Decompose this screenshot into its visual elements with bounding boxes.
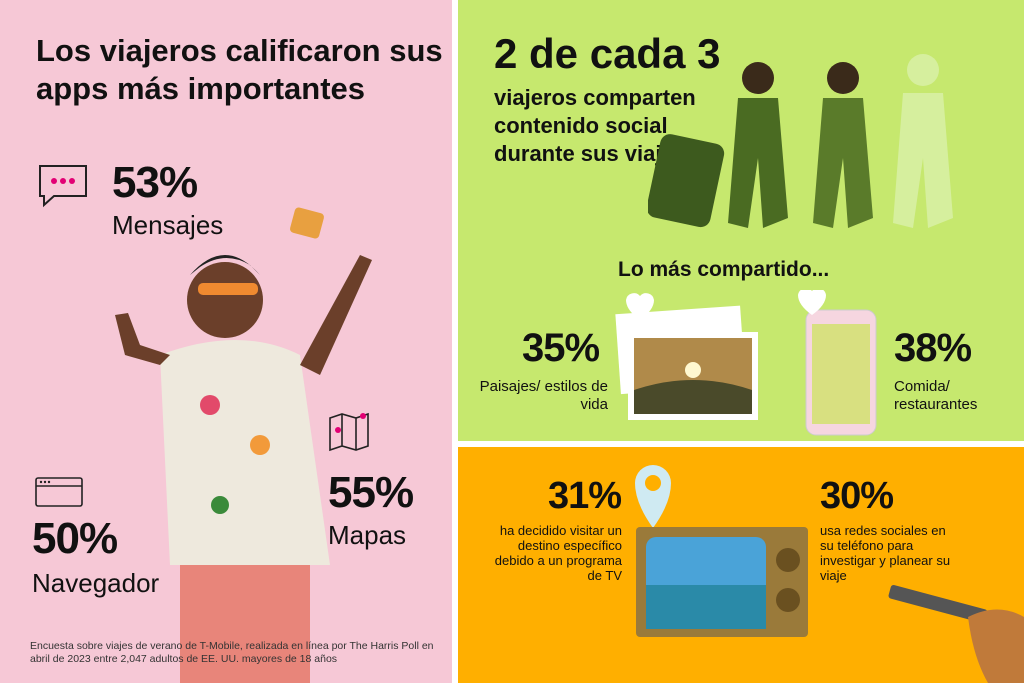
apps-title: Los viajeros calificaron sus apps más im…: [36, 33, 443, 106]
stat-mapas-value: 55%: [328, 468, 414, 517]
social-sharing-panel: 2 de cada 3 viajeros comparten contenido…: [458, 0, 1024, 441]
stat-navegador-label: Navegador: [32, 568, 160, 598]
stat-mapas-label: Mapas: [328, 520, 407, 550]
stat-tv-value: 31%: [548, 475, 622, 517]
stat-comida-label: Comida/ restaurantes: [894, 378, 978, 413]
stat-mensajes-label: Mensajes: [112, 210, 224, 240]
tv-illustration: [635, 465, 808, 637]
headline: 2 de cada 3: [494, 30, 721, 77]
message-bubble-icon: [39, 165, 87, 208]
stat-social-value: 30%: [820, 475, 894, 517]
traveler-selfie-photo: [115, 207, 372, 683]
section-heading: Lo más compartido...: [618, 258, 830, 281]
map-icon: [329, 412, 369, 452]
stat-comida-value: 38%: [894, 326, 972, 370]
survey-footnote: Encuesta sobre viajes de verano de T-Mob…: [30, 640, 434, 665]
shared-photos-illustration: [615, 290, 877, 436]
subhead: viajeros comparten contenido social dura…: [494, 85, 696, 166]
stat-tv-label: ha decidido visitar un destino específic…: [494, 523, 622, 583]
travelers-walking-photo: [648, 54, 953, 228]
browser-window-icon: [35, 477, 83, 507]
stat-paisajes-value: 35%: [522, 326, 600, 370]
stat-navegador-value: 50%: [32, 514, 118, 563]
tv-social-panel: 31% ha decidido visitar un destino espec…: [458, 447, 1024, 683]
stat-social-label: usa redes sociales en su teléfono para i…: [820, 523, 951, 583]
stat-mensajes-value: 53%: [112, 158, 198, 207]
hand-phone-illustration: [888, 584, 1024, 683]
apps-panel: Los viajeros calificaron sus apps más im…: [0, 0, 452, 683]
stat-paisajes-label: Paisajes/ estilos de vida: [479, 378, 608, 413]
